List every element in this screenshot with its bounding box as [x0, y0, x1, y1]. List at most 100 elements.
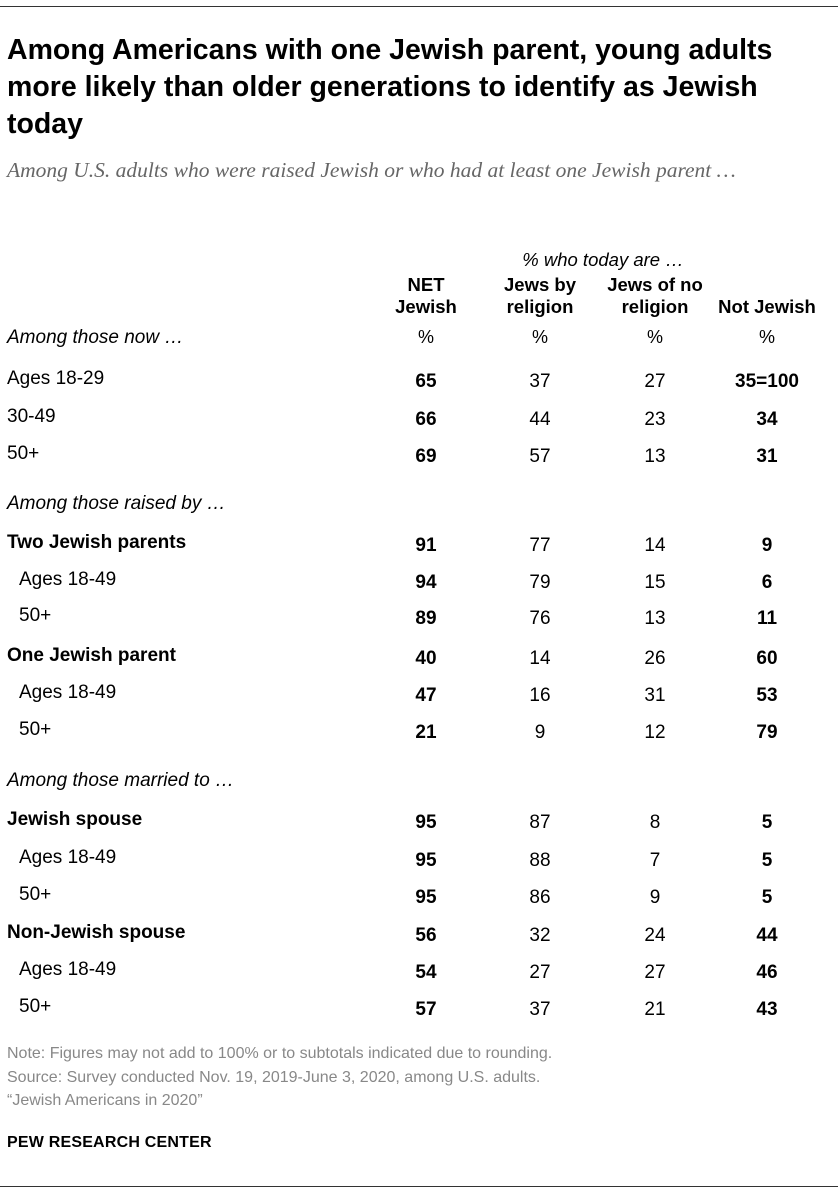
data-cell: 32 — [529, 925, 551, 946]
note-text: Note: Figures may not add to 100% or to … — [7, 1045, 553, 1062]
data-cell: 21 — [644, 999, 666, 1020]
data-cell: 40 — [415, 648, 437, 669]
data-cell: 87 — [529, 812, 551, 833]
data-cell: 21 — [415, 722, 437, 743]
unit-label: % — [758, 327, 775, 347]
data-cell: 27 — [529, 962, 551, 983]
notes: Note: Figures may not add to 100% or to … — [7, 1042, 827, 1113]
column-header-line1: Jews by — [504, 274, 576, 295]
row-label: Among those raised by … — [7, 493, 226, 514]
data-cell: 57 — [415, 999, 437, 1020]
data-cell: 34 — [756, 409, 778, 430]
chart-title: Among Americans with one Jewish parent, … — [7, 34, 773, 140]
org-name: PEW RESEARCH CENTER — [7, 1134, 212, 1151]
column-header-line2: Jewish — [395, 296, 457, 317]
report-text: “Jewish Americans in 2020” — [7, 1092, 203, 1109]
data-cell: 31 — [644, 685, 666, 706]
data-cell: 9 — [761, 535, 773, 556]
data-cell: 7 — [649, 850, 661, 871]
data-cell: 31 — [756, 446, 778, 467]
data-cell: 76 — [529, 608, 551, 629]
column-header-line2: Not Jewish — [718, 296, 816, 317]
row-label: Ages 18-49 — [19, 569, 117, 590]
data-cell: 13 — [644, 446, 666, 467]
column-header: Jews of no religion — [595, 274, 715, 318]
data-cell: 9 — [534, 722, 546, 743]
data-cell: 95 — [415, 812, 437, 833]
data-cell: 44 — [529, 409, 551, 430]
data-cell: 37 — [529, 999, 551, 1020]
data-cell: 86 — [529, 887, 551, 908]
column-header-line2: religion — [506, 296, 574, 317]
data-cell: 79 — [756, 722, 778, 743]
source-text: Source: Survey conducted Nov. 19, 2019-J… — [7, 1068, 541, 1086]
row-label: 50+ — [19, 996, 52, 1017]
row-label: Ages 18-49 — [19, 682, 117, 703]
data-cell: 65 — [415, 371, 437, 392]
data-cell: 26 — [644, 648, 666, 669]
data-cell: 53 — [756, 685, 778, 706]
column-header-line1 — [702, 274, 832, 296]
row-label: Two Jewish parents — [7, 532, 187, 553]
data-cell: 27 — [644, 371, 666, 392]
data-cell: 13 — [644, 608, 666, 629]
data-cell: 6 — [761, 572, 773, 593]
bottom-rule — [0, 1186, 838, 1187]
unit-label: % — [646, 327, 663, 347]
data-cell: 60 — [756, 648, 778, 669]
row-label: 50+ — [19, 884, 52, 905]
unit-label: % — [531, 327, 548, 347]
row-label: Ages 18-49 — [19, 959, 117, 980]
data-cell: 11 — [756, 608, 778, 629]
row-label: 50+ — [19, 605, 52, 626]
data-cell: 44 — [756, 925, 778, 946]
row-label: Among those now … — [7, 327, 184, 348]
row-label: Among those married to … — [7, 770, 235, 791]
column-header-line1: NET — [407, 274, 445, 295]
data-cell: 66 — [415, 409, 437, 430]
data-cell: 47 — [415, 685, 437, 706]
data-cell: 35=100 — [735, 371, 799, 392]
row-label: One Jewish parent — [7, 645, 176, 666]
column-header: Not Jewish — [702, 274, 832, 318]
data-cell: 77 — [529, 535, 551, 556]
data-cell: 14 — [529, 648, 551, 669]
data-cell: 43 — [756, 999, 778, 1020]
chart-subtitle: Among U.S. adults who were raised Jewish… — [7, 158, 736, 182]
data-cell: 27 — [644, 962, 666, 983]
top-rule — [0, 6, 838, 7]
data-cell: 24 — [644, 925, 666, 946]
data-cell: 88 — [529, 850, 551, 871]
data-cell: 5 — [761, 850, 773, 871]
data-cell: 46 — [756, 962, 778, 983]
data-cell: 5 — [761, 887, 773, 908]
row-label: 50+ — [19, 719, 52, 740]
data-cell: 37 — [529, 371, 551, 392]
data-cell: 9 — [649, 887, 661, 908]
data-cell: 94 — [415, 572, 437, 593]
column-header: NET Jewish — [381, 274, 471, 318]
data-cell: 57 — [529, 446, 551, 467]
row-label: 30-49 — [7, 406, 56, 427]
column-spanner: % who today are … — [522, 249, 684, 270]
unit-label: % — [417, 327, 434, 347]
column-header: Jews by religion — [485, 274, 595, 318]
data-cell: 16 — [529, 685, 551, 706]
row-label: Ages 18-29 — [7, 368, 105, 389]
data-cell: 54 — [415, 962, 437, 983]
data-cell: 95 — [415, 850, 437, 871]
row-label: Jewish spouse — [7, 809, 143, 830]
data-cell: 56 — [415, 925, 437, 946]
data-cell: 15 — [644, 572, 666, 593]
data-cell: 12 — [644, 722, 666, 743]
data-cell: 69 — [415, 446, 437, 467]
row-label: Non-Jewish spouse — [7, 922, 186, 943]
data-cell: 14 — [644, 535, 666, 556]
data-cell: 79 — [529, 572, 551, 593]
data-cell: 23 — [644, 409, 666, 430]
row-label: 50+ — [7, 443, 40, 464]
data-cell: 5 — [761, 812, 773, 833]
data-cell: 89 — [415, 608, 437, 629]
row-label: Ages 18-49 — [19, 847, 117, 868]
column-header-line1: Jews of no — [607, 274, 703, 295]
